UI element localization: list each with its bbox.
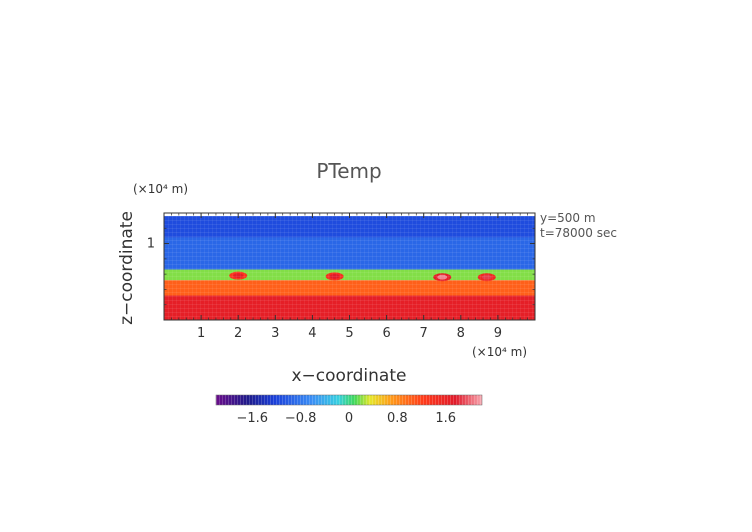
x-tick-label: 2 <box>234 326 242 341</box>
x-tick-label: 3 <box>271 326 279 341</box>
x-axis-unit: (×10⁴ m) <box>472 345 527 359</box>
y-position-annotation: y=500 m <box>540 211 596 225</box>
colorbar-tick-label: 0 <box>345 411 353 426</box>
colorbar-stripes <box>216 395 482 405</box>
x-tick-label: 7 <box>420 326 428 341</box>
field-grid-texture <box>164 213 535 320</box>
time-annotation: t=78000 sec <box>540 226 617 240</box>
colorbar-tick-label: −1.6 <box>236 411 268 426</box>
x-tick-label: 4 <box>308 326 316 341</box>
x-tick-label: 8 <box>457 326 465 341</box>
colorbar-tick-label: 1.6 <box>435 411 456 426</box>
x-axis-ticks: 1 2 3 4 5 6 7 8 9 <box>171 213 536 341</box>
x-tick-label: 6 <box>382 326 390 341</box>
x-tick-label: 1 <box>197 326 205 341</box>
colorbar-tick-label: −0.8 <box>285 411 317 426</box>
z-axis-ticks: 1 <box>147 227 535 306</box>
colorbar-ticks: −1.6 −0.8 0 0.8 1.6 <box>236 411 456 426</box>
x-tick-label: 9 <box>494 326 502 341</box>
y-axis-label: z−coordinate <box>117 211 137 325</box>
colorbar-tick-label: 0.8 <box>387 411 408 426</box>
z-tick-label: 1 <box>147 237 155 252</box>
x-tick-label: 5 <box>345 326 353 341</box>
x-axis-label: x−coordinate <box>292 366 407 386</box>
z-axis-unit: (×10⁴ m) <box>133 182 188 196</box>
chart-title: PTemp <box>316 159 381 183</box>
